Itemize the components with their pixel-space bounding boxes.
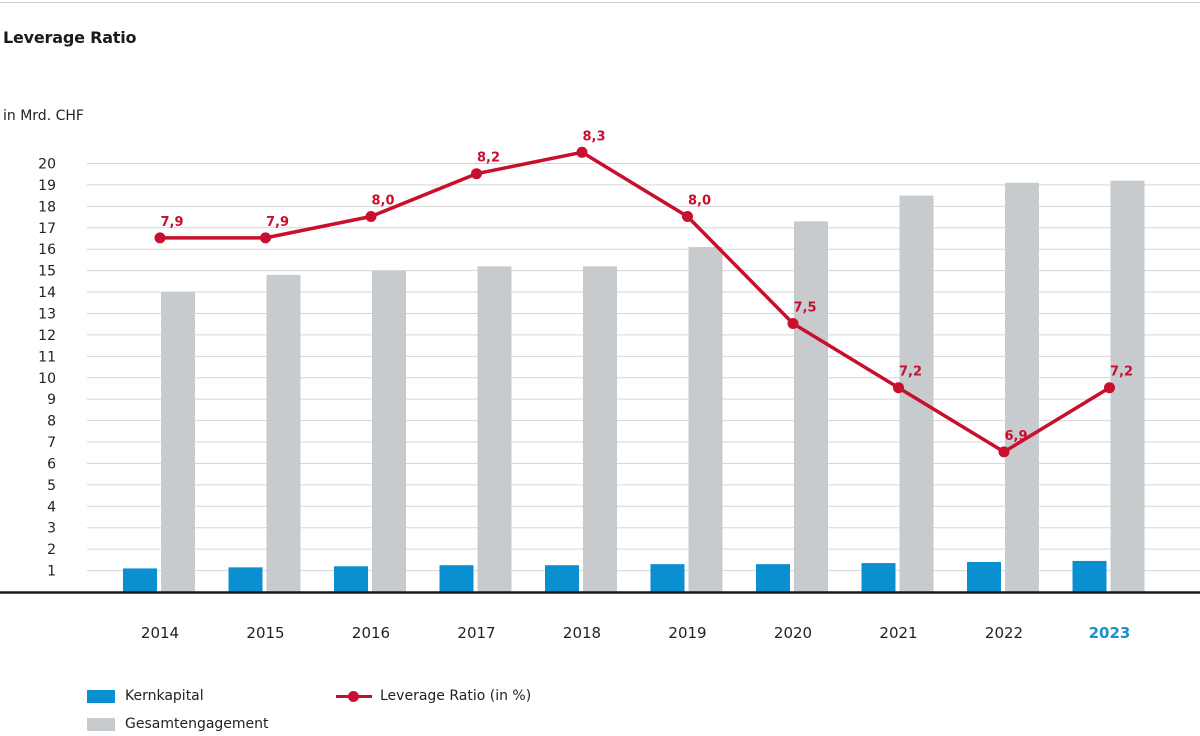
- y-axis-unit-label: in Mrd. CHF: [3, 108, 84, 124]
- bar-kernkapital-2020: [756, 564, 790, 592]
- leverage-ratio-label-2015: 7,9: [266, 215, 289, 230]
- bar-kernkapital-2017: [439, 565, 474, 592]
- x-tick-label-2014: 2014: [141, 624, 179, 642]
- bar-kernkapital-2019: [650, 564, 685, 592]
- y-tick-label: 1: [47, 564, 56, 580]
- bar-kernkapital-2022: [967, 562, 1001, 592]
- x-tick-label-2019: 2019: [668, 624, 706, 642]
- leverage-ratio-point-2015: [260, 232, 271, 244]
- bar-gesamtengagement-2021: [899, 195, 934, 592]
- leverage-ratio-label-2016: 8,0: [371, 194, 394, 209]
- bar-kernkapital-2018: [545, 565, 579, 592]
- leverage-ratio-label-2014: 7,9: [160, 215, 183, 230]
- bar-gesamtengagement-2015: [266, 274, 301, 592]
- y-tick-label: 8: [47, 414, 56, 430]
- y-tick-label: 4: [47, 499, 56, 515]
- leverage-ratio-label-2017: 8,2: [477, 151, 500, 166]
- bar-gesamtengagement-2016: [372, 270, 406, 592]
- y-tick-label: 10: [38, 371, 56, 387]
- y-tick-label: 20: [38, 157, 56, 173]
- leverage-ratio-point-2020: [787, 318, 799, 329]
- x-tick-label-2022: 2022: [985, 624, 1023, 642]
- leverage-ratio-label-2022: 6,9: [1004, 429, 1027, 444]
- bar-kernkapital-2021: [861, 563, 896, 592]
- y-tick-label: 5: [47, 478, 56, 494]
- legend-swatch-gesamtengagement: [87, 717, 115, 731]
- leverage-ratio-line: 7,9 7,9 8,0 8,2 8,3 8,0 7,5 7,2 6,9 7,2: [154, 129, 1133, 458]
- legend-swatch-leverage-ratio: [336, 690, 372, 703]
- y-tick-label: 19: [38, 178, 56, 194]
- bar-gesamtengagement-2017: [477, 266, 512, 592]
- x-tick-label-2016: 2016: [352, 624, 390, 642]
- leverage-ratio-point-2019: [682, 211, 693, 222]
- legend-item-kernkapital: Kernkapital: [87, 688, 204, 704]
- bar-kernkapital-2015: [228, 567, 263, 592]
- bar-gesamtengagement-2014: [161, 292, 195, 592]
- legend-label-gesamtengagement: Gesamtengagement: [125, 716, 269, 732]
- y-tick-label: 12: [38, 328, 56, 344]
- leverage-ratio-point-2017: [471, 168, 482, 180]
- y-tick-label: 3: [47, 521, 56, 537]
- legend-label-leverage-ratio: Leverage Ratio (in %): [380, 688, 532, 704]
- leverage-ratio-polyline: [160, 150, 1111, 454]
- bar-gesamtengagement-2023: [1110, 180, 1145, 592]
- x-axis-ticks: 2014 2015 2016 2017 2018 2019 2020 2021 2022 2023: [141, 624, 1130, 642]
- y-tick-label: 11: [38, 349, 56, 365]
- bar-gesamtengagement-2018: [583, 266, 617, 592]
- x-tick-label-2017: 2017: [457, 624, 495, 642]
- y-tick-label: 9: [47, 392, 56, 408]
- bar-gesamtengagement-2019: [688, 247, 723, 592]
- leverage-ratio-point-2018: [576, 146, 588, 158]
- bar-kernkapital-2023: [1072, 560, 1107, 592]
- y-tick-label: 7: [47, 435, 56, 451]
- x-tick-label-2018: 2018: [563, 624, 601, 642]
- bar-kernkapital-2014: [123, 568, 157, 592]
- x-tick-label-2023: 2023: [1089, 624, 1131, 642]
- leverage-ratio-point-2016: [365, 211, 377, 222]
- y-tick-label: 15: [38, 264, 56, 280]
- bar-gesamtengagement-2020: [794, 221, 828, 592]
- leverage-ratio-point-2022: [998, 446, 1010, 458]
- y-tick-label: 17: [38, 221, 56, 237]
- leverage-ratio-label-2023: 7,2: [1110, 365, 1133, 380]
- bar-gesamtengagement-2022: [1005, 182, 1039, 592]
- legend-swatch-kernkapital: [87, 689, 115, 703]
- leverage-ratio-point-2014: [154, 232, 166, 244]
- x-tick-label-2015: 2015: [246, 624, 284, 642]
- leverage-ratio-label-2021: 7,2: [899, 365, 922, 380]
- x-tick-label-2021: 2021: [879, 624, 917, 642]
- bars: [123, 180, 1145, 592]
- leverage-ratio-label-2020: 7,5: [793, 301, 816, 316]
- legend-label-kernkapital: Kernkapital: [125, 688, 204, 704]
- leverage-ratio-point-2023: [1104, 382, 1115, 394]
- bar-kernkapital-2016: [334, 566, 368, 592]
- y-tick-label: 6: [47, 456, 56, 472]
- y-tick-label: 13: [38, 306, 56, 322]
- y-tick-label: 18: [38, 199, 56, 215]
- top-rule: [0, 2, 1200, 3]
- y-tick-label: 14: [38, 285, 56, 301]
- y-tick-label: 2: [47, 542, 56, 558]
- leverage-ratio-label-2018: 8,3: [582, 129, 605, 144]
- leverage-ratio-point-2021: [893, 382, 904, 394]
- legend-item-gesamtengagement: Gesamtengagement: [87, 716, 269, 732]
- legend-item-leverage-ratio: Leverage Ratio (in %): [336, 688, 531, 704]
- x-tick-label-2020: 2020: [774, 624, 812, 642]
- leverage-ratio-label-2019: 8,0: [688, 194, 711, 209]
- y-tick-label: 16: [38, 242, 56, 258]
- chart-title: Leverage Ratio: [3, 28, 137, 47]
